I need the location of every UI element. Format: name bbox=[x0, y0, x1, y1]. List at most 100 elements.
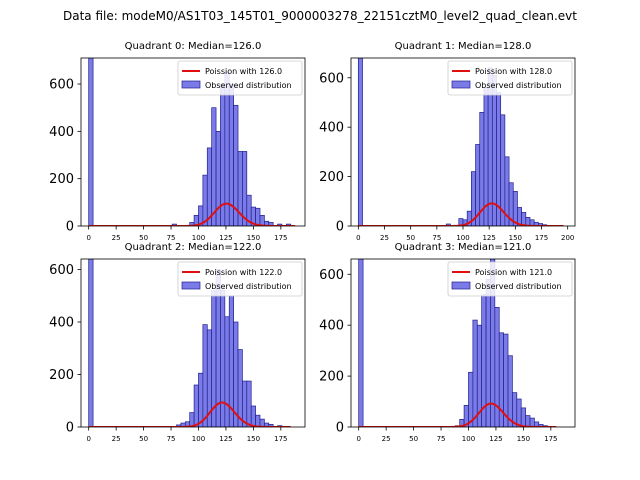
legend-box bbox=[447, 60, 573, 96]
histogram-bar bbox=[206, 147, 213, 226]
legend-bar-swatch bbox=[181, 281, 201, 290]
x-tick-label: 150 bbox=[509, 234, 522, 242]
histogram-bar bbox=[224, 316, 230, 427]
y-tick-label: 400 bbox=[49, 125, 74, 140]
x-tick-label: 150 bbox=[517, 435, 530, 443]
y-tick-label: 400 bbox=[319, 319, 344, 334]
x-tick-label: 25 bbox=[380, 234, 389, 242]
histogram-bar bbox=[520, 407, 526, 427]
histogram-bars bbox=[358, 259, 548, 427]
axes-frame bbox=[350, 258, 576, 428]
x-tick-label: 0 bbox=[356, 435, 360, 443]
poisson-curve bbox=[88, 401, 291, 427]
y-tick-label: 0 bbox=[336, 421, 344, 436]
x-tick-label: 125 bbox=[482, 234, 495, 242]
x-tick-label: 0 bbox=[86, 435, 90, 443]
quadrant-panel-1: Quadrant 1: Median=128.0 0 25 50 75 100 125 150… bbox=[319, 41, 576, 242]
y-tick-label: 600 bbox=[49, 78, 74, 93]
legend-box bbox=[447, 261, 573, 297]
histogram-bars bbox=[88, 58, 292, 226]
y-tick-label: 0 bbox=[66, 220, 74, 235]
histogram-bar bbox=[516, 398, 522, 427]
histogram-bar bbox=[198, 372, 204, 427]
legend-entry: Observed distribution bbox=[205, 81, 292, 90]
legend-bar-swatch bbox=[451, 281, 471, 290]
legend-entry: Poission with 122.0 bbox=[205, 268, 282, 277]
y-tick-label: 200 bbox=[49, 368, 74, 383]
y-tick-label: 400 bbox=[319, 121, 344, 136]
x-tick-label: 100 bbox=[192, 435, 205, 443]
legend-entry: Poission with 128.0 bbox=[475, 67, 552, 76]
x-tick-label: 150 bbox=[247, 234, 260, 242]
legend: Poission with 122.0 Observed distribution bbox=[177, 261, 303, 297]
x-tick-label: 50 bbox=[409, 435, 418, 443]
x-tick-label: 100 bbox=[192, 234, 205, 242]
legend: Poission with 121.0 Observed distribution bbox=[447, 261, 573, 297]
x-tick-label: 175 bbox=[274, 435, 287, 443]
histogram-bar bbox=[193, 384, 199, 427]
x-tick-label: 200 bbox=[561, 234, 574, 242]
legend-bar-swatch bbox=[181, 80, 201, 89]
x-tick-label: 75 bbox=[432, 234, 441, 242]
histogram-bar bbox=[215, 131, 221, 226]
histogram-bar bbox=[88, 58, 94, 226]
histogram-bar bbox=[202, 174, 208, 226]
histogram-bar bbox=[250, 405, 256, 427]
y-tick-label: 0 bbox=[336, 220, 344, 235]
panels: Quadrant 0: Median=126.0 0 25 50 75 100 125 150… bbox=[49, 41, 576, 443]
y-tick-label: 600 bbox=[319, 268, 344, 283]
panel-title: Quadrant 3: Median=121.0 bbox=[395, 242, 532, 253]
x-tick-label: 175 bbox=[274, 234, 287, 242]
histogram-bar bbox=[529, 417, 535, 427]
x-tick-label: 75 bbox=[167, 234, 176, 242]
legend-entry: Observed distribution bbox=[475, 81, 562, 90]
x-tick-label: 100 bbox=[462, 435, 475, 443]
legend-entry: Poission with 126.0 bbox=[205, 67, 282, 76]
x-tick-label: 75 bbox=[437, 435, 446, 443]
x-tick-label: 0 bbox=[86, 234, 90, 242]
histogram-bar bbox=[472, 319, 478, 427]
x-tick-label: 125 bbox=[219, 435, 232, 443]
y-tick-label: 200 bbox=[319, 370, 344, 385]
x-tick-label: 100 bbox=[456, 234, 469, 242]
legend-entry: Observed distribution bbox=[475, 282, 562, 291]
histogram-bar bbox=[220, 290, 226, 427]
x-tick-label: 175 bbox=[544, 435, 557, 443]
y-tick-label: 600 bbox=[319, 71, 344, 86]
histogram-bar bbox=[255, 414, 261, 427]
x-tick-label: 75 bbox=[167, 435, 176, 443]
x-tick-label: 125 bbox=[489, 435, 502, 443]
y-tick-label: 600 bbox=[49, 263, 74, 278]
histogram-bar bbox=[268, 424, 274, 427]
y-tick-label: 200 bbox=[319, 170, 344, 185]
histogram-bar bbox=[242, 151, 248, 226]
panel-title: Quadrant 2: Median=122.0 bbox=[125, 242, 262, 253]
histogram-bar bbox=[211, 107, 217, 226]
x-tick-label: 50 bbox=[139, 435, 148, 443]
x-tick-label: 25 bbox=[112, 234, 121, 242]
legend-entry: Observed distribution bbox=[205, 282, 292, 291]
histogram-bar bbox=[88, 259, 94, 427]
y-tick-label: 0 bbox=[66, 421, 74, 436]
histogram-bar bbox=[507, 355, 513, 427]
quadrant-panel-0: Quadrant 0: Median=126.0 0 25 50 75 100 125 150… bbox=[49, 41, 306, 242]
x-tick-label: 125 bbox=[219, 234, 232, 242]
legend: Poission with 126.0 Observed distribution bbox=[177, 60, 303, 96]
panel-title: Quadrant 1: Median=128.0 bbox=[395, 41, 532, 52]
histogram-bar bbox=[468, 371, 474, 427]
histogram-bar bbox=[525, 415, 531, 427]
suptitle: Data file: modeM0/AS1T03_145T01_90000032… bbox=[63, 9, 577, 23]
histogram-bar bbox=[358, 259, 364, 427]
legend-entry: Poission with 121.0 bbox=[475, 268, 552, 277]
x-tick-label: 25 bbox=[112, 435, 121, 443]
x-tick-label: 50 bbox=[139, 234, 148, 242]
x-tick-label: 0 bbox=[356, 234, 360, 242]
panel-title: Quadrant 0: Median=126.0 bbox=[125, 41, 262, 52]
legend: Poission with 128.0 Observed distribution bbox=[447, 60, 573, 96]
histogram-bar bbox=[237, 349, 243, 427]
y-tick-label: 200 bbox=[49, 172, 74, 187]
histogram-bar bbox=[255, 207, 261, 226]
histogram-bar bbox=[357, 58, 363, 226]
legend-bar-swatch bbox=[451, 80, 471, 89]
